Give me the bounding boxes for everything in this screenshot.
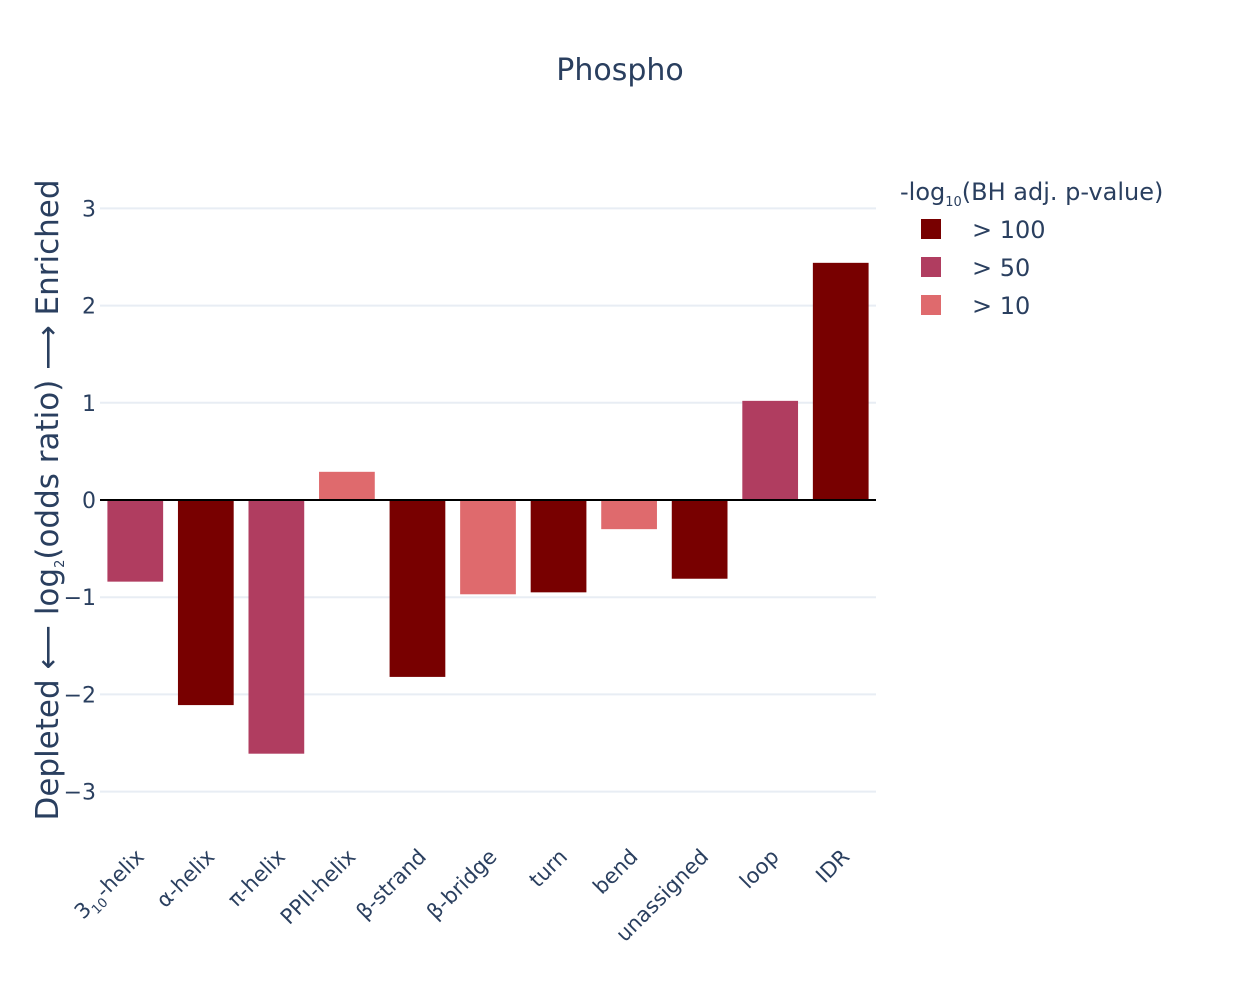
- y-tick-label: 1: [82, 392, 96, 417]
- x-tick-label: PPII-helix: [276, 845, 361, 930]
- bar: [107, 500, 164, 582]
- bar: [742, 400, 799, 500]
- y-axis-label-right: (odds ratio) ⟶ Enriched: [30, 179, 66, 559]
- y-tick-label: −2: [64, 683, 96, 708]
- x-tick-label: IDR: [811, 845, 854, 888]
- bar: [460, 500, 516, 595]
- bar: [530, 500, 587, 593]
- chart-title: Phospho: [556, 53, 684, 88]
- bar: [601, 500, 657, 530]
- legend-swatch: [921, 219, 941, 239]
- y-tick-label: −1: [64, 586, 96, 611]
- legend-items: > 100 > 50 > 10: [921, 216, 1046, 320]
- x-tick-label: π-helix: [223, 845, 290, 912]
- y-axis-label-sub: 2: [53, 560, 68, 568]
- x-tick-label: turn: [525, 845, 572, 892]
- bar: [177, 500, 234, 706]
- legend-label: > 50: [972, 254, 1030, 282]
- x-tick-label: bend: [588, 845, 642, 899]
- x-tick-label: loop: [735, 845, 784, 894]
- legend-label: > 10: [972, 292, 1030, 320]
- legend-label: > 100: [972, 216, 1046, 244]
- legend-swatch: [921, 257, 941, 277]
- legend-title-suffix: (BH adj. p-value): [962, 178, 1164, 206]
- y-tick-label: −3: [64, 781, 96, 806]
- x-tick-labels: 310-helix α-helix π-helixPPII-helixβ-stran…: [70, 845, 855, 947]
- bar: [389, 500, 446, 677]
- y-tick-labels: 3 2 1 0 −1 −2 −3: [64, 197, 96, 805]
- x-tick-label: α-helix: [152, 845, 220, 913]
- legend-title-sub: 10: [945, 195, 962, 210]
- bar: [671, 500, 728, 579]
- bar: [319, 471, 375, 500]
- legend-swatch: [921, 295, 941, 315]
- y-tick-label: 3: [82, 197, 96, 222]
- y-axis-label: Depleted ⟵ log2(odds ratio) ⟶ Enriched: [30, 179, 68, 820]
- legend: -log10(BH adj. p-value) > 100 > 50 > 10: [900, 178, 1163, 320]
- y-axis-label-left: Depleted ⟵ log: [30, 568, 66, 821]
- bar: [248, 500, 305, 754]
- legend-title-prefix: -log: [900, 178, 945, 206]
- bar: [812, 262, 869, 500]
- y-tick-label: 2: [82, 295, 96, 320]
- x-tick-label: β-bridge: [422, 845, 501, 924]
- x-tick-label: 310-helix: [70, 845, 153, 928]
- legend-title: -log10(BH adj. p-value): [900, 178, 1163, 210]
- y-tick-label: 0: [82, 489, 96, 514]
- bars: [107, 262, 869, 754]
- x-tick-label: β-strand: [352, 845, 431, 924]
